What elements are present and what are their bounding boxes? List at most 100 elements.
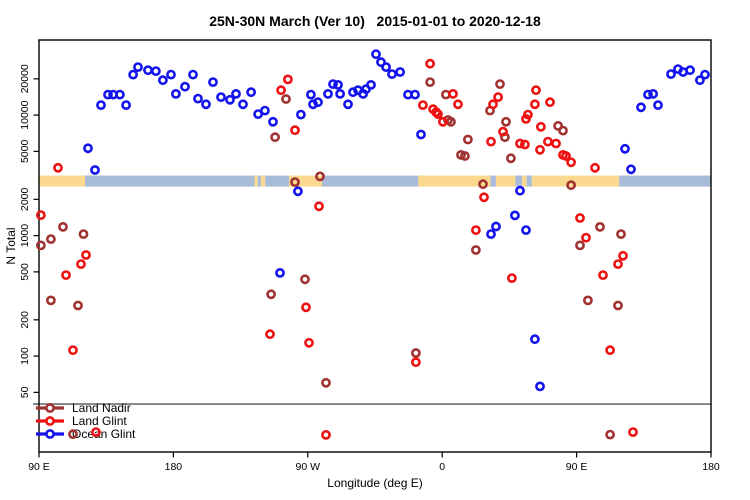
data-point <box>501 116 511 127</box>
data-point <box>505 153 516 164</box>
x-tick-label: 90 E <box>28 461 50 473</box>
data-point <box>543 136 553 147</box>
band-segment-ocean <box>526 175 532 187</box>
data-point <box>575 213 585 223</box>
data-point <box>115 89 125 100</box>
data-point <box>314 201 324 212</box>
legend-marker-0 <box>45 403 55 413</box>
data-point <box>410 89 420 100</box>
data-point <box>535 144 545 155</box>
data-point <box>46 295 56 306</box>
data-point <box>530 99 540 110</box>
data-point <box>58 221 68 232</box>
y-tick-label: 100 <box>19 347 31 365</box>
data-point <box>506 273 517 283</box>
data-point <box>553 121 563 131</box>
data-point <box>605 429 615 440</box>
data-point <box>343 99 353 110</box>
data-point <box>598 270 608 280</box>
data-point <box>416 129 426 140</box>
data-point <box>328 79 338 89</box>
data-point <box>81 250 91 260</box>
data-point <box>295 109 306 120</box>
data-point <box>304 337 314 348</box>
data-point <box>259 105 270 116</box>
data-point <box>515 138 525 149</box>
data-point <box>521 225 531 235</box>
data-point <box>561 151 571 161</box>
data-point <box>157 75 168 86</box>
data-point <box>626 164 636 175</box>
data-point <box>493 92 503 102</box>
data-point <box>613 300 623 311</box>
data-point <box>76 259 86 269</box>
data-point <box>381 62 391 72</box>
data-point <box>459 151 470 161</box>
data-point <box>575 240 585 251</box>
data-point <box>36 240 46 251</box>
data-point <box>685 65 695 76</box>
data-point <box>495 79 505 89</box>
data-point <box>275 267 285 278</box>
data-point <box>491 221 501 232</box>
data-point <box>73 300 83 311</box>
data-point <box>300 274 310 285</box>
data-point <box>96 100 106 110</box>
data-point <box>425 77 435 87</box>
chart-title: 25N-30N March (Ver 10) 2015-01-01 to 202… <box>209 13 541 29</box>
data-point <box>605 345 615 356</box>
data-point <box>238 99 248 110</box>
data-point <box>90 165 100 175</box>
data-point <box>618 250 628 261</box>
data-point <box>180 81 190 92</box>
data-point <box>103 89 113 100</box>
data-point <box>417 100 428 110</box>
data-point <box>121 100 131 110</box>
data-point <box>276 85 286 96</box>
legend-label-1: Land Glint <box>72 414 127 428</box>
data-point <box>68 429 78 440</box>
data-point <box>61 270 71 280</box>
data-point <box>395 67 405 77</box>
band-segment-land <box>254 175 258 187</box>
data-point <box>208 77 218 87</box>
x-tick-label: 180 <box>702 461 720 473</box>
data-point <box>323 89 333 99</box>
y-tick-label: 1000 <box>19 224 31 248</box>
data-point <box>448 89 458 99</box>
band-segment-land <box>418 175 491 187</box>
data-point <box>292 186 303 197</box>
data-point <box>425 58 435 69</box>
data-point <box>128 69 138 80</box>
data-point <box>301 302 311 313</box>
data-point <box>410 357 421 368</box>
data-point <box>470 245 481 255</box>
y-tick-label: 10000 <box>19 100 31 129</box>
data-point <box>636 102 646 113</box>
band-segment-ocean <box>619 175 711 187</box>
band-segment-ocean <box>257 175 261 187</box>
data-point <box>581 232 591 243</box>
data-point <box>83 143 93 154</box>
x-tick-label: 90 E <box>566 461 588 473</box>
data-point <box>535 381 545 392</box>
data-point <box>150 66 161 76</box>
band-segment-land <box>39 175 85 187</box>
data-point <box>700 69 710 80</box>
x-axis-title: Longitude (deg E) <box>327 476 423 490</box>
data-point <box>321 377 331 388</box>
data-point <box>225 94 235 105</box>
data-point <box>201 99 211 110</box>
y-tick-label: 2000 <box>19 187 31 211</box>
data-point <box>36 210 46 220</box>
legend-label-2: Ocean Glint <box>72 427 136 441</box>
data-point <box>265 329 275 340</box>
data-point <box>290 177 300 187</box>
data-point <box>478 179 488 190</box>
data-point <box>133 62 143 72</box>
data-point <box>462 134 473 145</box>
data-point <box>270 132 280 143</box>
data-point <box>515 185 525 196</box>
data-point <box>246 87 256 98</box>
